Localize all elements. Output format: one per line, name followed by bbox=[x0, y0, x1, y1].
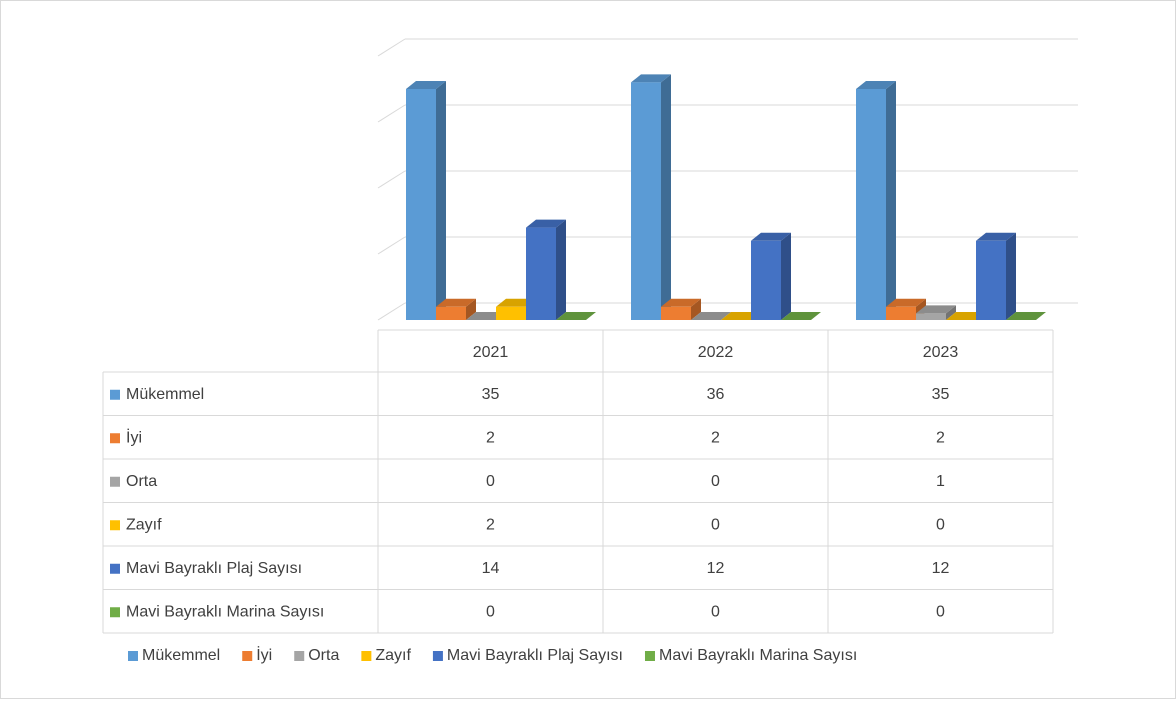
bar-side bbox=[886, 81, 896, 320]
x-tick-label: 2023 bbox=[923, 344, 959, 361]
bar bbox=[856, 89, 886, 320]
bar-top bbox=[406, 81, 446, 89]
grid-line bbox=[377, 236, 406, 255]
bar bbox=[496, 306, 526, 320]
table-legend-key bbox=[110, 389, 120, 400]
bar-top bbox=[976, 232, 1016, 241]
bar-side bbox=[436, 81, 446, 320]
grid-line bbox=[377, 302, 406, 321]
bar-top bbox=[436, 298, 476, 307]
bar-top bbox=[781, 312, 821, 320]
bar bbox=[916, 313, 946, 320]
table-row-label: Zayıf bbox=[126, 516, 162, 533]
legend-label: Zayıf bbox=[375, 647, 411, 664]
bar bbox=[751, 240, 781, 320]
table-cell: 2 bbox=[711, 429, 720, 446]
grid-line bbox=[377, 38, 406, 57]
bar-top bbox=[631, 74, 671, 83]
bar-top bbox=[751, 232, 791, 241]
bar-side bbox=[661, 74, 671, 321]
table-cell: 1 bbox=[936, 473, 945, 490]
legend-label: İyi bbox=[256, 645, 272, 664]
bar-side bbox=[946, 305, 956, 320]
bar-top bbox=[661, 298, 701, 307]
table-cell: 0 bbox=[936, 516, 945, 533]
table-legend-key bbox=[110, 520, 120, 531]
table-cell: 0 bbox=[486, 473, 495, 490]
bar-top bbox=[856, 81, 896, 89]
table-row-label: Orta bbox=[126, 473, 157, 490]
table-cell: 12 bbox=[707, 560, 725, 577]
legend-label: Mavi Bayraklı Plaj Sayısı bbox=[447, 647, 623, 664]
table-cell: 35 bbox=[482, 386, 500, 403]
bar-top bbox=[526, 219, 566, 228]
table-cell: 36 bbox=[707, 386, 725, 403]
table-cell: 2 bbox=[936, 429, 945, 446]
bar bbox=[661, 306, 691, 320]
table-cell: 2 bbox=[486, 429, 495, 446]
table-row-label: Mavi Bayraklı Marina Sayısı bbox=[126, 603, 324, 620]
bar-top bbox=[556, 312, 596, 320]
bar bbox=[886, 306, 916, 320]
bar-side bbox=[466, 298, 476, 320]
table-legend-key bbox=[110, 433, 120, 444]
table-row-label: Mavi Bayraklı Plaj Sayısı bbox=[126, 560, 302, 577]
x-tick-label: 2021 bbox=[473, 344, 509, 361]
table-cell: 0 bbox=[711, 516, 720, 533]
bar-top bbox=[886, 298, 926, 307]
legend-key bbox=[242, 651, 253, 661]
legend-key bbox=[644, 651, 655, 661]
table-cell: 0 bbox=[711, 473, 720, 490]
table-row-label: Mükemmel bbox=[126, 386, 204, 403]
table-cell: 2 bbox=[486, 516, 495, 533]
table-cell: 0 bbox=[486, 603, 495, 620]
legend-label: Orta bbox=[308, 647, 339, 664]
legend-key bbox=[432, 651, 443, 661]
bar-side bbox=[691, 298, 701, 320]
legend-label: Mavi Bayraklı Marina Sayısı bbox=[659, 647, 857, 664]
bar bbox=[976, 240, 1006, 320]
bar bbox=[436, 306, 466, 320]
bar bbox=[631, 82, 661, 321]
grid-line bbox=[377, 104, 406, 123]
legend-label: Mükemmel bbox=[142, 647, 220, 664]
bar-side bbox=[781, 232, 791, 320]
table-cell: 0 bbox=[711, 603, 720, 620]
table-cell: 14 bbox=[482, 560, 500, 577]
table-cell: 12 bbox=[932, 560, 950, 577]
x-tick-label: 2022 bbox=[698, 344, 734, 361]
table-legend-key bbox=[110, 476, 120, 487]
bar bbox=[406, 89, 436, 320]
table-cell: 35 bbox=[932, 386, 950, 403]
bar-top bbox=[691, 312, 731, 320]
table-cell: 0 bbox=[936, 603, 945, 620]
table-row-label: İyi bbox=[126, 427, 142, 446]
legend-key bbox=[128, 651, 138, 661]
table-legend-key bbox=[110, 607, 120, 618]
table-legend-key bbox=[110, 563, 120, 574]
bar-top bbox=[1006, 312, 1046, 320]
legend-key bbox=[361, 651, 372, 661]
bar-top bbox=[916, 305, 956, 314]
bar bbox=[526, 227, 556, 320]
legend-key bbox=[294, 651, 305, 661]
grid-line bbox=[377, 170, 406, 189]
bar-side bbox=[1006, 232, 1016, 320]
bar-side bbox=[556, 219, 566, 320]
